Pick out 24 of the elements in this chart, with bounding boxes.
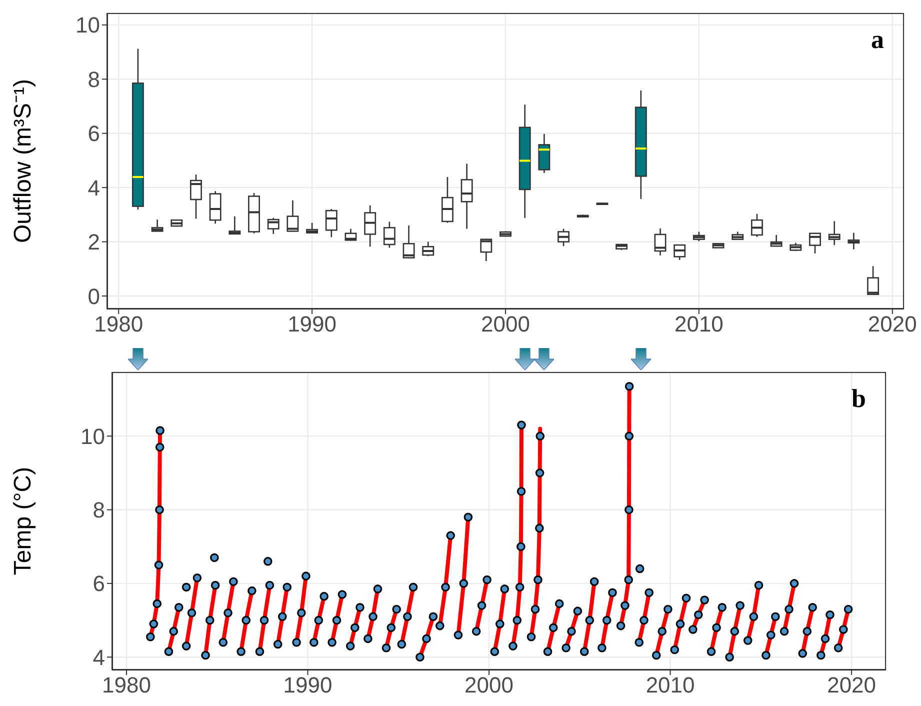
x-tick-label: 2010: [646, 672, 695, 698]
y-axis-title: Outflow (m³S⁻¹): [10, 79, 37, 243]
y-tick-label: 6: [92, 571, 105, 596]
x-tick-label: 2020: [868, 312, 917, 337]
y-tick-label: 4: [92, 644, 105, 670]
x-tick-label: 1980: [102, 672, 151, 698]
y-tick-label: 8: [88, 66, 100, 92]
x-tick-label: 1990: [288, 312, 337, 337]
y-tick-label: 0: [88, 284, 100, 309]
x-tick-label: 2000: [464, 672, 514, 698]
x-tick-label: 1980: [94, 312, 144, 337]
y-tick-label: 10: [80, 424, 105, 449]
annotation: b: [852, 384, 866, 414]
y-tick-label: 10: [76, 12, 100, 38]
x-tick-label: 2020: [827, 672, 876, 698]
x-tick-label: 1990: [283, 672, 332, 698]
y-tick-label: 2: [88, 230, 100, 255]
y-tick-label: 4: [88, 175, 100, 200]
x-tick-label: 2010: [674, 312, 724, 337]
y-tick-label: 6: [88, 121, 100, 146]
annotation: a: [871, 25, 884, 55]
y-tick-label: 8: [92, 498, 105, 523]
x-tick-label: 2000: [481, 312, 530, 337]
y-axis-title: Temp (°C): [10, 466, 37, 576]
